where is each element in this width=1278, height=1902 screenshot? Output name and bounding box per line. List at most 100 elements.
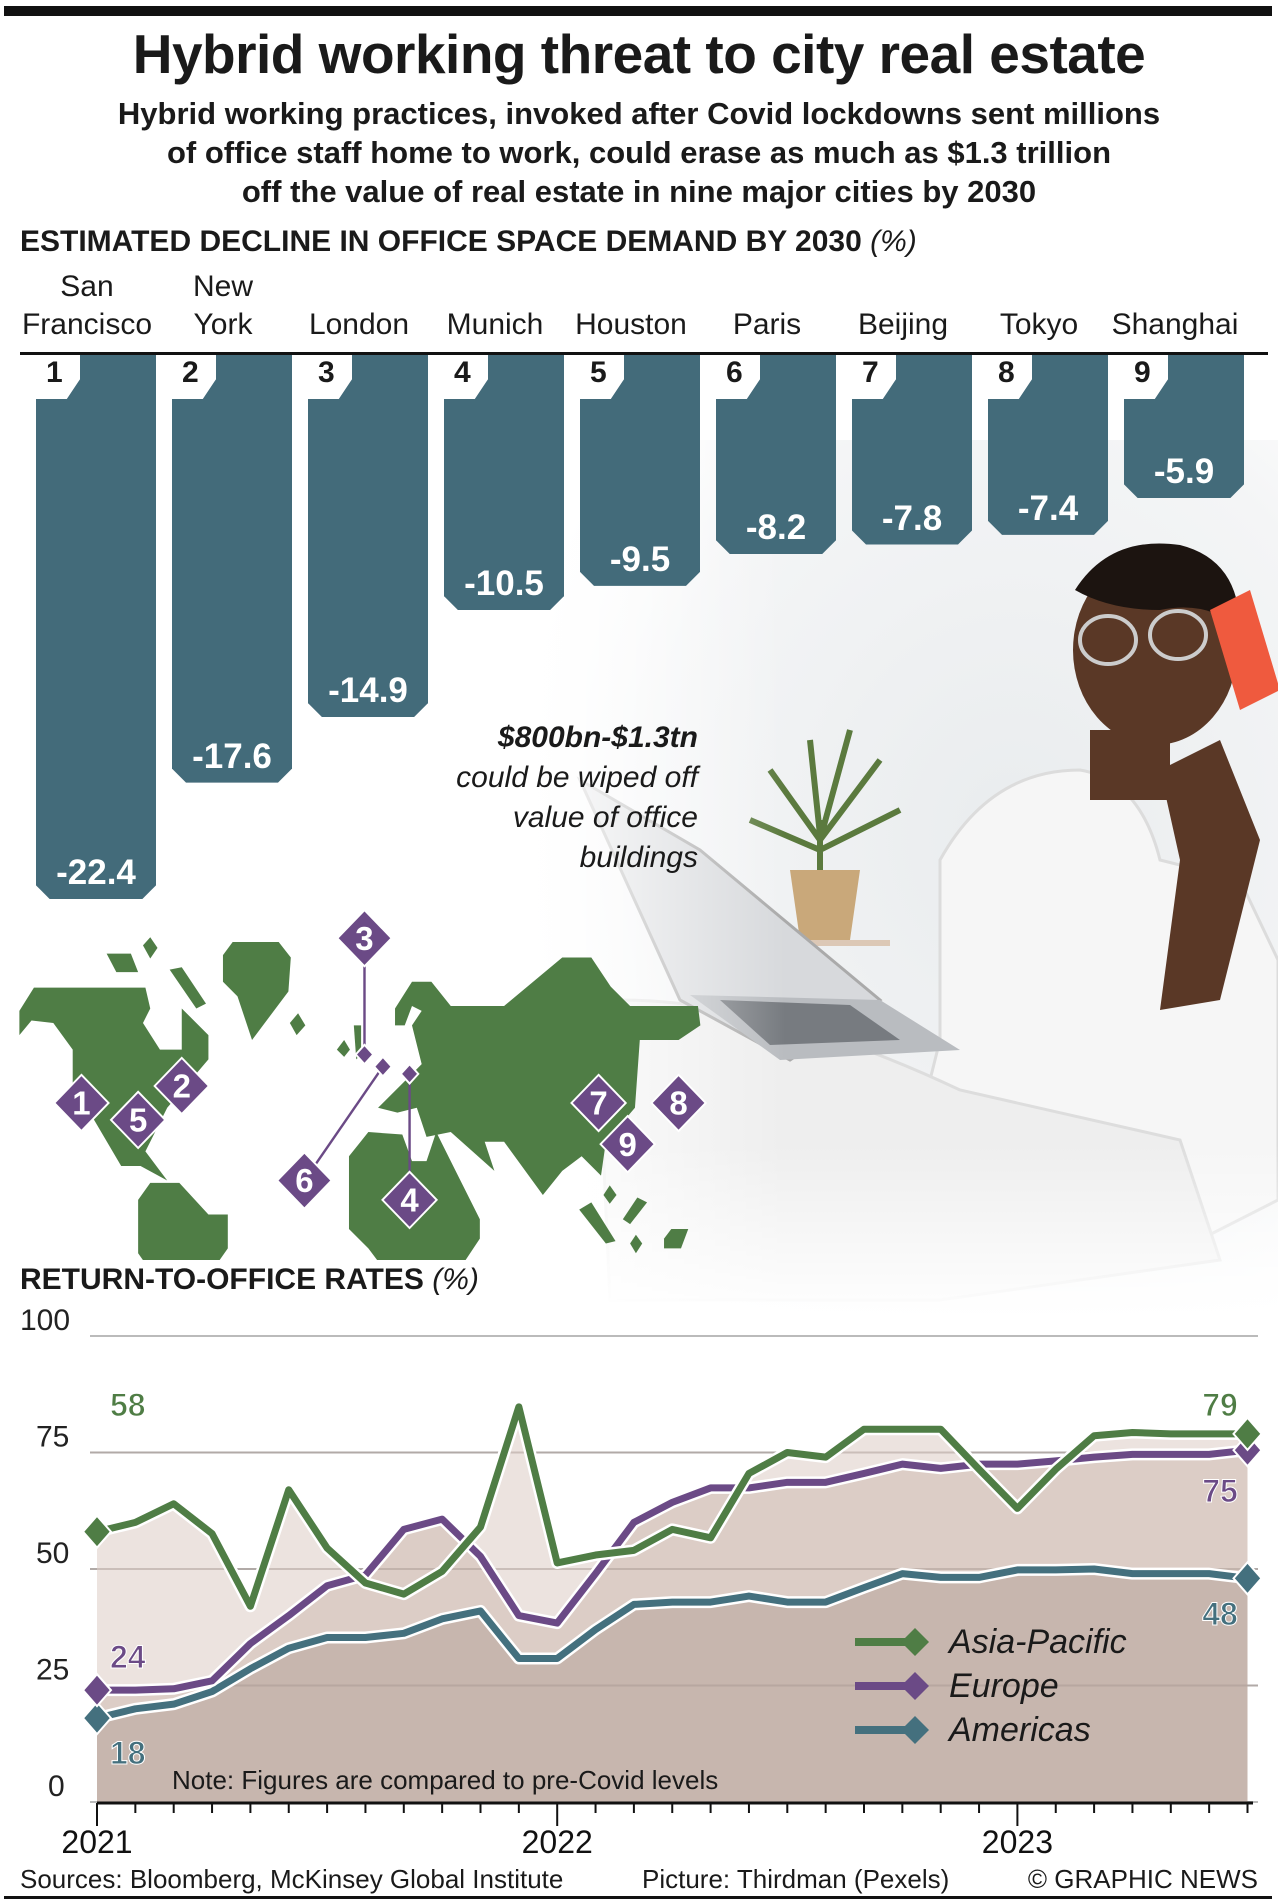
city-label-line: London (308, 308, 410, 341)
city-label-line (1107, 268, 1243, 306)
bar-value-label: -7.8 (881, 498, 943, 538)
subtitle-line: of office staff home to work, could eras… (166, 135, 1112, 170)
map-marker-number: 1 (72, 1085, 90, 1122)
map-marker-diamond (650, 1073, 708, 1133)
city-label-line (427, 268, 563, 306)
city-label: Paris (699, 268, 835, 344)
city-label-line (971, 268, 1107, 306)
copyright: © GRAPHIC NEWS (1027, 1864, 1258, 1894)
subtitle-line: Hybrid working practices, invoked after … (117, 96, 1161, 131)
legend-item-europe: Europe (855, 1664, 1127, 1708)
city-label: Houston (563, 268, 699, 344)
legend-label: Asia-Pacific (949, 1622, 1127, 1661)
city-label: Shanghai (1107, 268, 1243, 344)
rank-tab: 1 (36, 355, 80, 399)
city-label-line: Beijing (857, 308, 949, 341)
bar-value-label: -22.4 (56, 853, 136, 893)
map-landmasses (19, 937, 701, 1260)
annotation-line: buildings (579, 841, 698, 874)
city-label-line: Paris (732, 308, 802, 341)
series-line-americas (96, 1565, 1248, 1722)
city-label-line: Houston (575, 308, 687, 341)
bar-value-label: -10.5 (464, 564, 544, 604)
south-america (138, 1182, 228, 1260)
section-unit: (%) (870, 225, 917, 258)
subtitle: Hybrid working practices, invoked after … (0, 94, 1278, 211)
city-label-line (699, 268, 835, 306)
rank-tab: 2 (172, 355, 216, 399)
sources: Sources: Bloomberg, McKinsey Global Inst… (20, 1864, 564, 1894)
bar: 3 -14.9 (308, 355, 428, 717)
series-end-marker (81, 1672, 113, 1708)
map-marker-diamond (153, 1056, 211, 1116)
rank-tab: 6 (716, 355, 760, 399)
map-marker-number: 7 (589, 1085, 607, 1122)
bottom-rule (4, 1896, 1272, 1899)
map-marker-diamond (335, 908, 393, 968)
rank-tab: 7 (852, 355, 896, 399)
map-marker-number: 2 (173, 1068, 191, 1105)
series-value-label: 75 (1202, 1473, 1238, 1509)
city-label-line (835, 268, 971, 306)
city-label: Munich (427, 268, 563, 344)
map-marker-number: 9 (619, 1126, 637, 1163)
city-label: Beijing (835, 268, 971, 344)
section-title-text: ESTIMATED DECLINE IN OFFICE SPACE DEMAND… (20, 225, 862, 258)
city-location-dots (354, 1043, 420, 1086)
page-title: Hybrid working threat to city real estat… (132, 23, 1146, 85)
city-label: New York (155, 268, 291, 344)
map-marker-number: 3 (355, 920, 373, 957)
annotation-headline: $800bn-$1.3tn (497, 721, 698, 754)
y-tick-label: 50 (36, 1537, 69, 1570)
city-label-line (291, 268, 427, 306)
map-marker-number: 8 (669, 1085, 687, 1122)
annotation-line: could be wiped off (456, 761, 698, 794)
map-marker-number: 4 (400, 1182, 419, 1219)
bar-value-label: -5.9 (1153, 452, 1215, 492)
city-label-line: Munich (446, 308, 544, 341)
bar: 9 -5.9 (1124, 355, 1244, 498)
greenland (222, 942, 291, 1040)
series-end-marker (1232, 1416, 1263, 1452)
city-label: San Francisco (19, 268, 155, 344)
legend-marker-icon (855, 1672, 929, 1700)
decline-section-title: ESTIMATED DECLINE IN OFFICE SPACE DEMAND… (20, 225, 917, 259)
legend-label: Americas (949, 1710, 1091, 1749)
bar: 7 -7.8 (852, 355, 972, 545)
map-marker-number: 6 (295, 1162, 313, 1199)
series-line-asia (96, 1403, 1248, 1610)
section-unit: (%) (432, 1263, 479, 1296)
city-label-line: Tokyo (999, 308, 1079, 341)
subtitle-line: off the value of real estate in nine maj… (241, 174, 1037, 209)
bar: 5 -9.5 (580, 355, 700, 586)
map-marker-diamond (599, 1114, 657, 1174)
map-marker-diamond (570, 1073, 628, 1133)
city-label: London (291, 268, 427, 344)
city-label-line (563, 268, 699, 306)
bar-value-label: -9.5 (609, 539, 671, 579)
map-marker-diamond (275, 1151, 333, 1211)
value-annotation: $800bn-$1.3tn could be wiped off value o… (380, 718, 698, 878)
map-marker-diamond (381, 1170, 439, 1230)
city-label-line: San (60, 270, 114, 303)
map-marker-diamond (52, 1073, 110, 1133)
x-tick-label: 2023 (982, 1824, 1053, 1860)
rank-tab: 5 (580, 355, 624, 399)
bar-value-label: -7.4 (1017, 488, 1079, 528)
city-label-line: Francisco (21, 308, 153, 341)
city-label-line: York (193, 308, 253, 341)
north-america (19, 987, 209, 1181)
bar-baseline (20, 352, 1268, 355)
y-tick-label: 75 (36, 1421, 69, 1454)
rank-tab: 8 (988, 355, 1032, 399)
annotation-line: value of office (512, 801, 698, 834)
series-value-label: 18 (110, 1735, 146, 1771)
return-to-office-chart: 0 25 50 75 100 58 79 24 75 18 48 2021 2022 2023 (20, 1304, 1263, 1860)
city-label-line: New (192, 270, 253, 303)
map-markers: 1 2 3 4 5 6 7 89 (52, 908, 708, 1230)
legend-label: Europe (949, 1666, 1059, 1705)
series-end-marker (1232, 1560, 1263, 1596)
y-tick-label: 0 (48, 1770, 65, 1803)
world-map: 1 2 3 4 5 6 7 89 (19, 908, 708, 1260)
y-tick-label: 100 (20, 1304, 70, 1337)
